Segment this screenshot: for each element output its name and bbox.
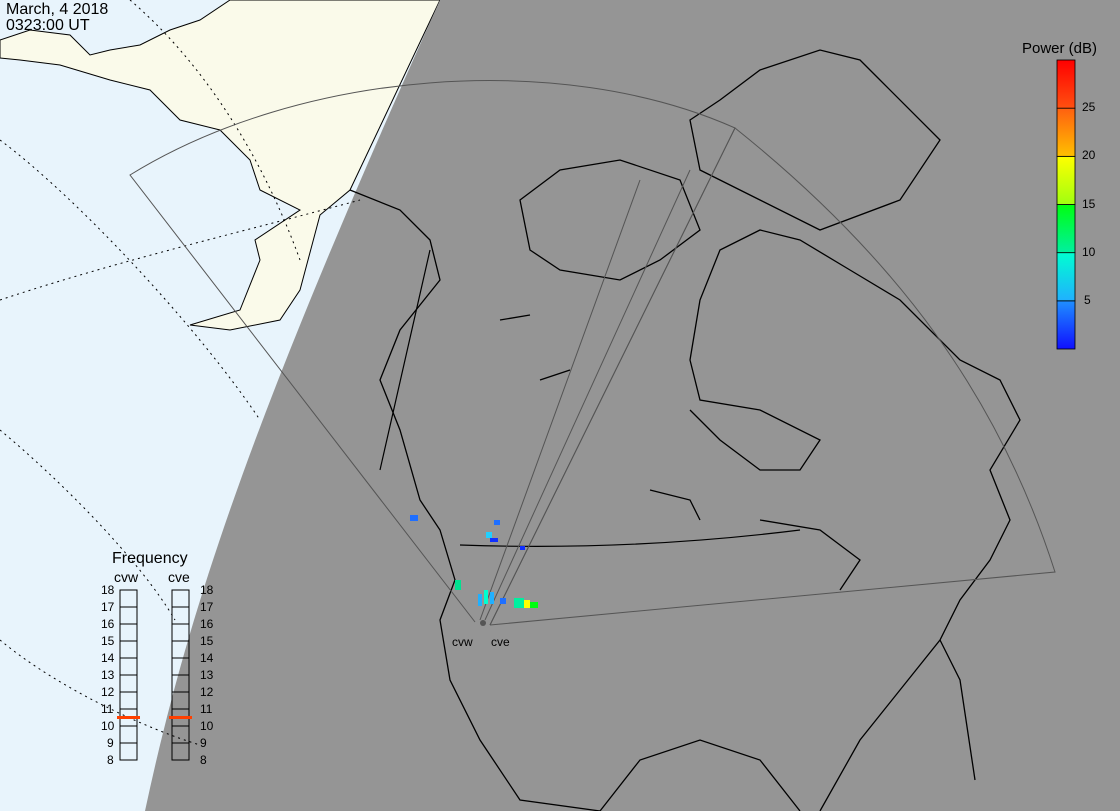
- frequency-tick-label: 9: [107, 736, 114, 750]
- colorbar-segment: [1056, 59, 1076, 109]
- coastlines: [349, 49, 1021, 811]
- colorbar-segment: [1056, 204, 1076, 254]
- frequency-title: Frequency: [112, 550, 188, 567]
- power-colorbar: [1056, 59, 1076, 350]
- colorbar-tick-label: 10: [1082, 244, 1096, 259]
- frequency-tick-label: 17: [101, 600, 115, 614]
- cve-fov: [489, 127, 1056, 626]
- graticule: [0, 0, 361, 746]
- frequency-tick-label: 11: [200, 702, 213, 716]
- frequency-tick-label: 18: [101, 583, 115, 597]
- frequency-tick-label: 9: [200, 736, 207, 750]
- frequency-tick-label: 17: [200, 600, 214, 614]
- colorbar-tick-label: 20: [1082, 148, 1096, 163]
- frequency-tick-label: 10: [101, 719, 115, 733]
- radar-label-cvw: cvw: [114, 569, 139, 585]
- map-label-cvw: cvw: [452, 635, 473, 649]
- frequency-tick-label: 15: [200, 634, 214, 648]
- frequency-tick-label: 16: [101, 617, 115, 631]
- colorbar-tick-label: 15: [1082, 196, 1096, 211]
- borders: [379, 249, 801, 547]
- radar-site: [480, 620, 486, 626]
- colorbar-tick-label: 25: [1082, 100, 1096, 115]
- radar-label-cve: cve: [168, 569, 190, 585]
- radar-echoes: [410, 515, 538, 608]
- colorbar-title: Power (dB): [1022, 40, 1098, 57]
- time-label: 0323:00 UT: [6, 17, 90, 34]
- colorbar-tick-label: 5: [1084, 292, 1091, 307]
- night-terminator: [145, 0, 1120, 811]
- frequency-tick-label: 15: [101, 634, 115, 648]
- frequency-tick-label: 12: [200, 685, 214, 699]
- cvw-fov: [129, 80, 736, 626]
- day-landmass: [0, 0, 441, 331]
- colorbar-segment: [1056, 300, 1076, 350]
- frequency-tick-label: 13: [200, 668, 214, 682]
- frequency-tick-label: 14: [101, 651, 115, 665]
- frequency-scales: [117, 589, 192, 761]
- frequency-tick-label: 8: [200, 753, 207, 767]
- radar-fov: [129, 80, 1056, 626]
- colorbar-segment: [1056, 107, 1076, 157]
- frequency-tick-label: 12: [101, 685, 115, 699]
- frequency-tick-label: 10: [200, 719, 214, 733]
- frequency-tick-label: 18: [200, 583, 214, 597]
- frequency-tick-label: 16: [200, 617, 214, 631]
- frequency-tick-label: 11: [101, 702, 114, 716]
- map-label-cve: cve: [491, 635, 510, 649]
- colorbar-segment: [1056, 155, 1076, 205]
- frequency-tick-label: 8: [107, 753, 114, 767]
- colorbar-segment: [1056, 252, 1076, 302]
- frequency-tick-label: 13: [101, 668, 115, 682]
- frequency-tick-label: 14: [200, 651, 214, 665]
- date-label: March, 4 2018: [6, 1, 109, 18]
